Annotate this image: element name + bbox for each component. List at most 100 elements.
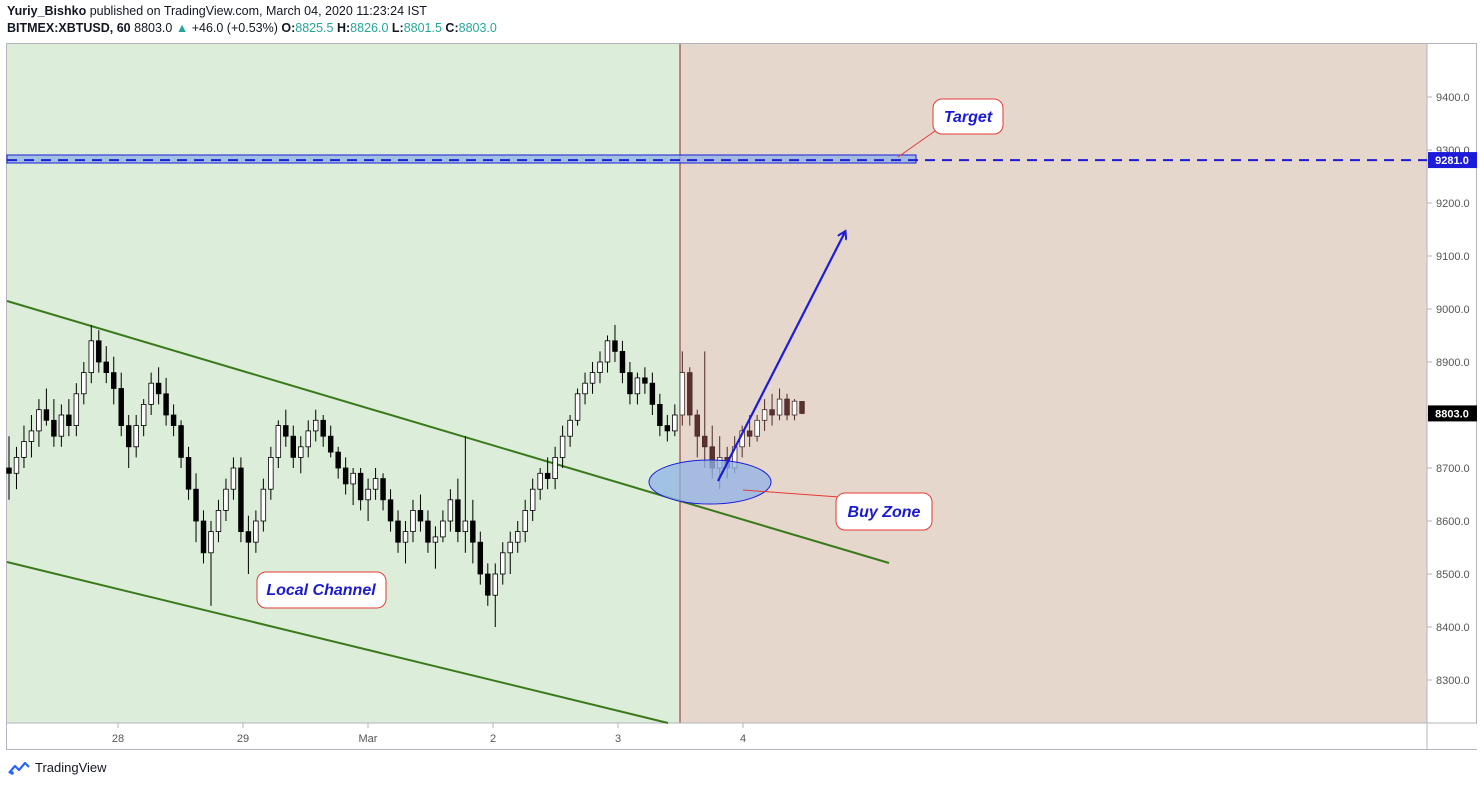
- candle-body: [253, 520, 259, 543]
- candle-body: [148, 382, 154, 405]
- open-value: 8825.5: [295, 21, 334, 35]
- buy-zone-label: Buy Zone: [848, 504, 921, 521]
- candle-body: [103, 361, 109, 374]
- candle-body: [500, 552, 506, 575]
- channel-lower-line[interactable]: [6, 561, 669, 724]
- published-text: published on TradingView.com, March 04, …: [89, 4, 427, 18]
- candle-body: [619, 350, 626, 373]
- candle-body: [215, 509, 222, 532]
- candle-body: [372, 478, 379, 490]
- candle-body: [410, 509, 416, 532]
- candle-body: [672, 414, 678, 432]
- candle-body: [761, 409, 768, 421]
- candle-body: [365, 488, 371, 501]
- candle-body: [335, 451, 341, 469]
- tradingview-logo[interactable]: TradingView: [7, 760, 107, 775]
- high-label: H:: [336, 21, 351, 35]
- publish-info: Yuriy_Bishko published on TradingView.co…: [7, 4, 427, 18]
- candle-body: [485, 573, 491, 596]
- candle-body: [574, 393, 581, 421]
- candle-body: [81, 372, 87, 395]
- candle-body: [514, 531, 521, 543]
- candle-body: [687, 372, 693, 416]
- candle-body: [604, 340, 611, 363]
- candle-body: [298, 446, 304, 458]
- close-label: C:: [445, 21, 459, 35]
- candle-body: [6, 467, 12, 474]
- low-value: 8801.5: [403, 21, 442, 35]
- buy-zone-callout-pointer: [742, 489, 840, 498]
- candle-body: [432, 536, 439, 543]
- projection-zone: [680, 44, 1427, 723]
- candle-body: [657, 403, 663, 426]
- candle-body: [28, 430, 35, 442]
- candle-body: [552, 456, 558, 479]
- candle-body: [133, 425, 139, 448]
- price-tick-label: 9400.0: [1436, 92, 1470, 104]
- candle-body: [769, 409, 775, 416]
- high-value: 8826.0: [350, 21, 389, 35]
- author-name: Yuriy_Bishko: [7, 4, 87, 18]
- projection-arrow[interactable]: [717, 232, 845, 482]
- target-label: Target: [944, 109, 993, 126]
- candle-body: [417, 509, 424, 522]
- candle-body: [230, 467, 237, 490]
- price-axis[interactable]: 9400.09300.09200.09100.09000.08900.08800…: [1427, 92, 1470, 687]
- candle-body: [507, 541, 513, 554]
- candle-body: [492, 573, 498, 596]
- price-change: +46.0 (+0.53%): [191, 21, 278, 35]
- last-price: 8803.0: [134, 21, 173, 35]
- candle-body: [522, 509, 528, 532]
- last-price-tag: [1428, 405, 1477, 422]
- candle-body: [357, 472, 364, 501]
- target-callout-box[interactable]: [932, 98, 1004, 135]
- axis-corner: [1428, 724, 1477, 749]
- candle-body: [387, 499, 394, 522]
- candle-body: [73, 393, 80, 426]
- channel-upper-line[interactable]: [6, 300, 890, 564]
- candle-body: [425, 520, 431, 543]
- target-zone-box[interactable]: [6, 154, 917, 164]
- candle-body: [163, 393, 169, 416]
- candle-body: [612, 340, 618, 352]
- price-tick-label: 9000.0: [1436, 304, 1470, 316]
- buy-zone-ellipse[interactable]: [648, 459, 772, 505]
- candle-body: [627, 372, 633, 395]
- chart-frame: [6, 43, 1477, 750]
- candle-body: [238, 467, 244, 532]
- candle-body: [111, 372, 117, 389]
- candle-body: [223, 488, 229, 511]
- candle-body: [694, 414, 700, 437]
- candle-body: [754, 419, 760, 437]
- candle-body: [455, 499, 461, 532]
- candle-body: [305, 430, 311, 448]
- time-tick-label: 29: [237, 733, 249, 745]
- time-axis[interactable]: 28 29 Mar 2 3 4: [112, 723, 746, 745]
- candle-body: [140, 403, 147, 426]
- candle-body: [582, 382, 588, 395]
- candle-body: [470, 520, 476, 543]
- candle-body: [313, 419, 319, 432]
- buy-zone-callout-box[interactable]: [835, 492, 933, 531]
- last-price-tag-text: 8803.0: [1435, 408, 1469, 420]
- candle-body: [440, 520, 446, 538]
- candle-body: [567, 419, 573, 437]
- local-channel-callout-box[interactable]: [256, 571, 387, 609]
- candle-body: [170, 414, 177, 427]
- candle-body: [290, 435, 297, 458]
- price-tick-label: 8300.0: [1436, 675, 1470, 687]
- candle-body: [13, 456, 20, 474]
- candle-body: [380, 478, 386, 501]
- candle-body: [462, 520, 469, 533]
- candle-body: [537, 472, 543, 490]
- candle-body: [679, 372, 686, 416]
- price-tick-label: 8500.0: [1436, 569, 1470, 581]
- price-tick-label: 9100.0: [1436, 251, 1470, 263]
- candle-body: [402, 531, 409, 543]
- price-tick-label: 8600.0: [1436, 516, 1470, 528]
- candle-body: [799, 401, 805, 414]
- candle-body: [544, 472, 551, 479]
- ohlc-legend: BITMEX:XBTUSD, 60 8803.0 ▲ +46.0 (+0.53%…: [7, 21, 497, 35]
- close-value: 8803.0: [458, 21, 497, 35]
